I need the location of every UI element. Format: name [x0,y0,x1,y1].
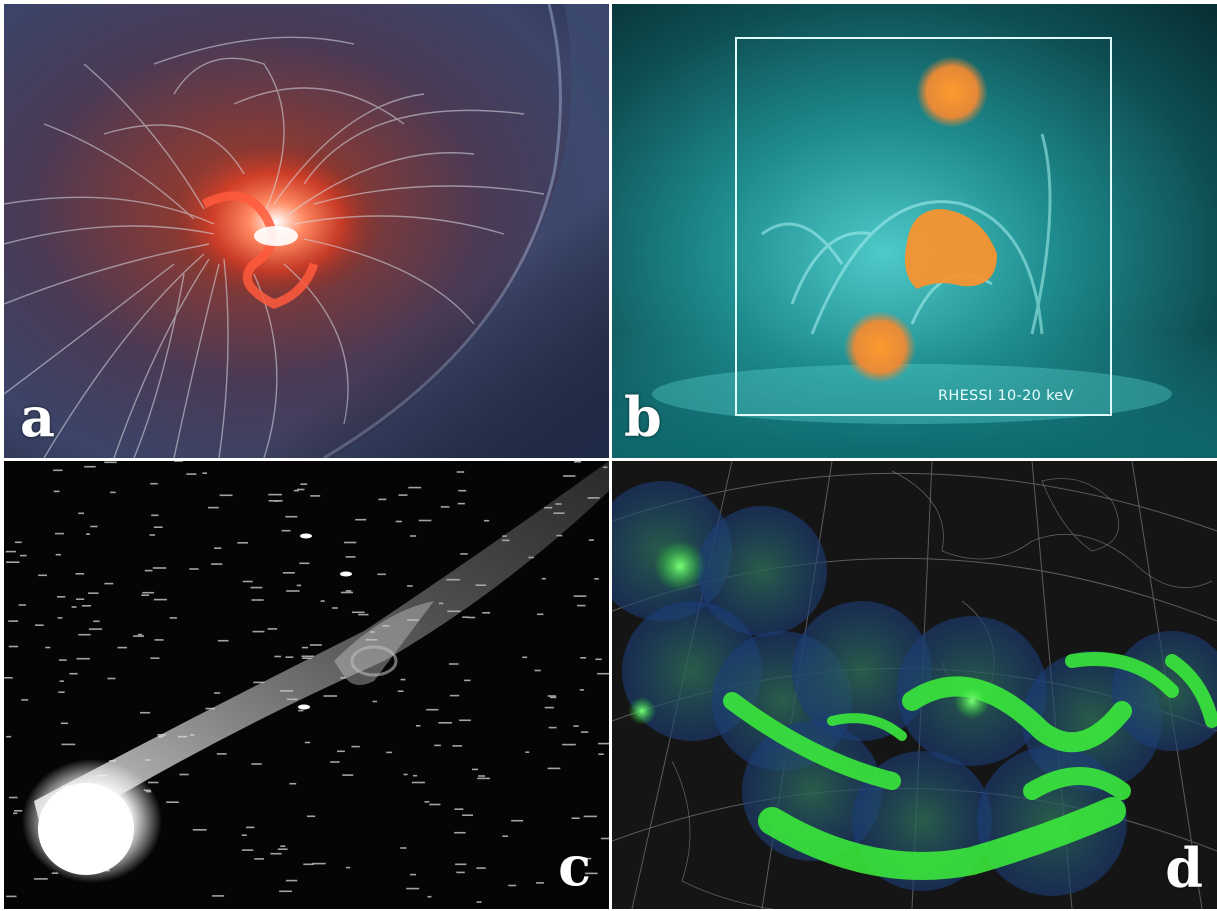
star-trails [4,461,609,903]
panel-label-d: d [1165,836,1203,900]
aurora-mosaic-image [612,461,1217,909]
panel-c-comet: c [4,461,609,909]
solar-field-lines-image [4,4,609,458]
panel-label-a: a [20,385,55,449]
panel-d-aurora-mosaic: d [612,461,1217,909]
comet-image [4,461,609,909]
rhessi-field-box [735,37,1112,416]
euv-rhessi-image [612,4,1217,458]
panel-label-b: b [624,385,662,449]
panel-b-rhessi-overlay: RHESSI 10-20 keV b [612,4,1217,458]
rhessi-energy-label: RHESSI 10-20 keV [938,388,1074,404]
panel-a-solar-field-lines: a [4,4,609,458]
panel-label-c: c [558,834,591,898]
